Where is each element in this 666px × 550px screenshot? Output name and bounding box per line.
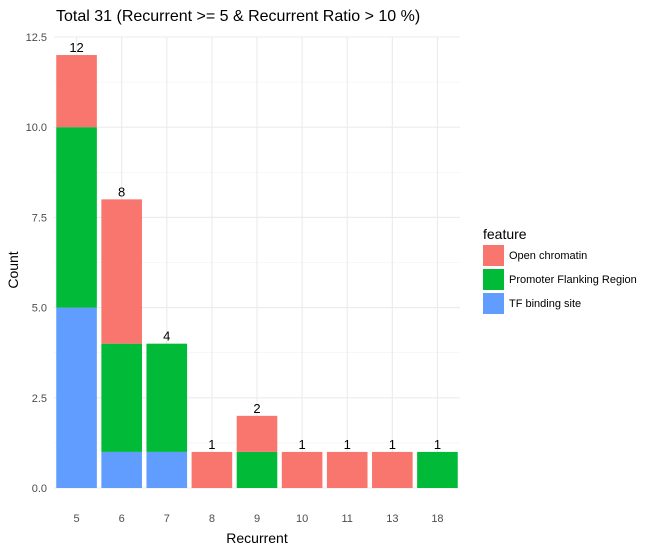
bar-segment-tf-binding-site-7 <box>146 451 188 488</box>
y-tick-label: 7.5 <box>32 212 47 224</box>
legend-items: Open chromatin Promoter Flanking Region TF… <box>483 245 637 314</box>
x-tick-label: 9 <box>254 513 260 525</box>
x-tick-label: 11 <box>342 513 353 525</box>
legend-swatch-open-chromatin <box>483 245 504 266</box>
bar-segment-open-chromatin-6 <box>101 199 142 344</box>
y-tick-label: 5.0 <box>32 303 47 315</box>
x-tick-label: 18 <box>431 513 443 525</box>
chart-title: Total 31 (Recurrent >= 5 & Recurrent Rat… <box>56 8 420 25</box>
bars-layer <box>56 55 458 488</box>
x-tick-label: 10 <box>296 513 308 525</box>
x-tick-label: 8 <box>209 513 215 525</box>
y-axis-title: Count <box>5 251 21 288</box>
legend-title: feature <box>483 226 527 242</box>
y-axis-ticks: 0.0 2.5 5.0 7.5 10.0 12.5 <box>26 32 47 495</box>
y-tick-label: 10.0 <box>26 122 47 134</box>
bar-segment-promoter-flanking-region-7 <box>146 343 188 452</box>
bar-total-label: 2 <box>253 401 260 416</box>
legend-label-promoter-flanking-region: Promoter Flanking Region <box>509 274 637 286</box>
x-axis-ticks: 5 6 7 8 9 10 11 13 18 <box>73 513 443 525</box>
bar-total-label: 1 <box>298 437 305 452</box>
x-tick-label: 6 <box>119 513 125 525</box>
bar-segment-open-chromatin-5 <box>56 55 97 128</box>
bar-segment-tf-binding-site-6 <box>101 451 142 488</box>
bar-segment-open-chromatin-10 <box>281 451 323 488</box>
x-tick-label: 7 <box>164 513 170 525</box>
legend-label-tf-binding-site: TF binding site <box>509 298 581 310</box>
bar-segment-promoter-flanking-region-6 <box>101 343 142 452</box>
bar-total-label: 8 <box>118 184 125 199</box>
bar-segment-promoter-flanking-region-9 <box>236 451 278 488</box>
legend-swatch-tf-binding-site <box>483 293 504 314</box>
y-tick-label: 2.5 <box>32 393 47 405</box>
bar-total-label: 1 <box>344 437 351 452</box>
x-tick-label: 13 <box>386 513 398 525</box>
bar-segment-open-chromatin-13 <box>372 451 413 488</box>
x-axis-title: Recurrent <box>226 530 288 546</box>
bar-segment-promoter-flanking-region-5 <box>56 127 97 308</box>
bar-segment-open-chromatin-11 <box>326 451 368 488</box>
bar-total-label: 1 <box>208 437 215 452</box>
bar-total-label: 1 <box>389 437 396 452</box>
x-tick-label: 5 <box>73 513 79 525</box>
bar-segment-tf-binding-site-5 <box>56 307 97 488</box>
bar-total-label: 1 <box>434 437 441 452</box>
bar-segment-promoter-flanking-region-18 <box>417 451 458 488</box>
legend-label-open-chromatin: Open chromatin <box>509 250 587 262</box>
y-tick-label: 0.0 <box>32 483 47 495</box>
y-tick-label: 12.5 <box>26 32 47 44</box>
bar-total-label: 4 <box>163 329 170 344</box>
bar-total-label: 12 <box>69 40 83 55</box>
bar-segment-open-chromatin-9 <box>236 415 278 452</box>
bar-segment-open-chromatin-8 <box>191 451 233 488</box>
legend-swatch-promoter-flanking-region <box>483 269 504 290</box>
legend: feature Open chromatin Promoter Flanking … <box>483 226 637 314</box>
